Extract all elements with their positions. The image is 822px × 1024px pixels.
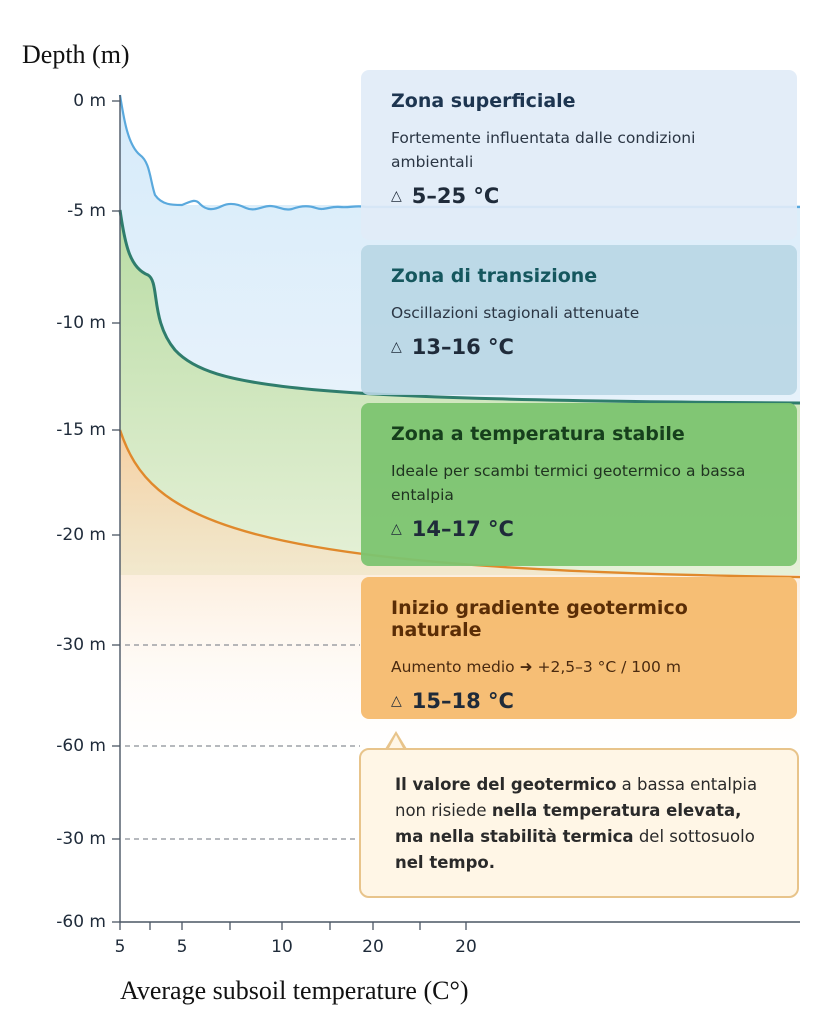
x-tick-label: 20 xyxy=(362,937,384,957)
zone-title: Zona superficiale xyxy=(391,90,576,112)
note-text: del sottosuolo xyxy=(633,827,755,846)
warming-triangle-icon: △ xyxy=(391,693,402,709)
note-bold: nella temperatura elevata, xyxy=(491,801,742,820)
y-tick-label: -20 m xyxy=(56,525,106,545)
y-tick-label: -30 m xyxy=(56,635,106,655)
zone-temperature-range: △ 5–25 °C xyxy=(391,184,769,208)
y-tick-label: 0 m xyxy=(73,91,106,111)
note-bold: Il valore del xyxy=(395,775,511,794)
note-text: a bassa entalpia non risiede xyxy=(395,775,758,820)
x-tick-label: 10 xyxy=(271,937,293,957)
warming-triangle-icon: △ xyxy=(391,188,402,204)
zone-range-value: 14–17 °C xyxy=(411,517,514,541)
zone-description: Ideale per scambi termici geotermico a b… xyxy=(391,462,746,504)
zone-description: Oscillazioni stagionali attenuate xyxy=(391,304,640,322)
zone-description: Aumento medio ➜ +2,5–3 °C / 100 m xyxy=(391,658,681,676)
zone-range-value: 15–18 °C xyxy=(411,689,514,713)
callout-tail-inner xyxy=(388,735,404,750)
stable-zone-card: Zona a temperatura stabile Ideale per sc… xyxy=(361,403,797,566)
zone-temperature-range: △ 15–18 °C xyxy=(391,689,769,713)
warming-triangle-icon: △ xyxy=(391,339,402,355)
y-tick-label: -5 m xyxy=(67,201,106,221)
key-insight-callout: Il valore del geotermico a bassa entalpi… xyxy=(359,748,799,898)
zone-title: Inizio gradiente geotermico naturale xyxy=(391,597,688,641)
x-axis-title: Average subsoil temperature (C°) xyxy=(120,976,469,1005)
zone-title: Zona a temperatura stabile xyxy=(391,423,685,445)
y-tick-label: -30 m xyxy=(56,829,106,849)
surface-temperature-curve xyxy=(118,94,800,211)
gradient-temperature-curve xyxy=(118,429,801,579)
transition-zone-card: Zona di transizione Oscillazioni stagion… xyxy=(361,245,797,395)
x-tick-label: 5 xyxy=(176,937,188,957)
zone-range-value: 13–16 °C xyxy=(411,335,514,359)
y-axis-title: Depth (m) xyxy=(22,40,130,69)
zone-temperature-range: △ 13–16 °C xyxy=(391,335,769,359)
gradient-zone-card: Inizio gradiente geotermico naturale Aum… xyxy=(361,577,797,719)
y-tick-label: -60 m xyxy=(56,736,106,756)
note-bold: nel tempo. xyxy=(395,853,496,872)
note-bold: geotermico xyxy=(510,775,617,794)
x-tick-label: 20 xyxy=(455,937,477,957)
y-tick-label: -60 m xyxy=(56,912,106,932)
zone-title: Zona di transizione xyxy=(391,265,598,287)
zone-description: Fortemente influentata dalle condizioni … xyxy=(391,129,696,171)
transition-temperature-curve xyxy=(118,209,801,405)
zone-temperature-range: △ 14–17 °C xyxy=(391,517,769,541)
x-tick-label: 5 xyxy=(114,937,126,957)
y-tick-label: -10 m xyxy=(56,313,106,333)
surface-zone-card: Zona superficiale Fortemente influentata… xyxy=(361,70,797,240)
zone-range-value: 5–25 °C xyxy=(411,184,500,208)
note-bold: ma nella stabilità termica xyxy=(395,827,634,846)
y-tick-label: -15 m xyxy=(56,420,106,440)
warming-triangle-icon: △ xyxy=(391,521,402,537)
